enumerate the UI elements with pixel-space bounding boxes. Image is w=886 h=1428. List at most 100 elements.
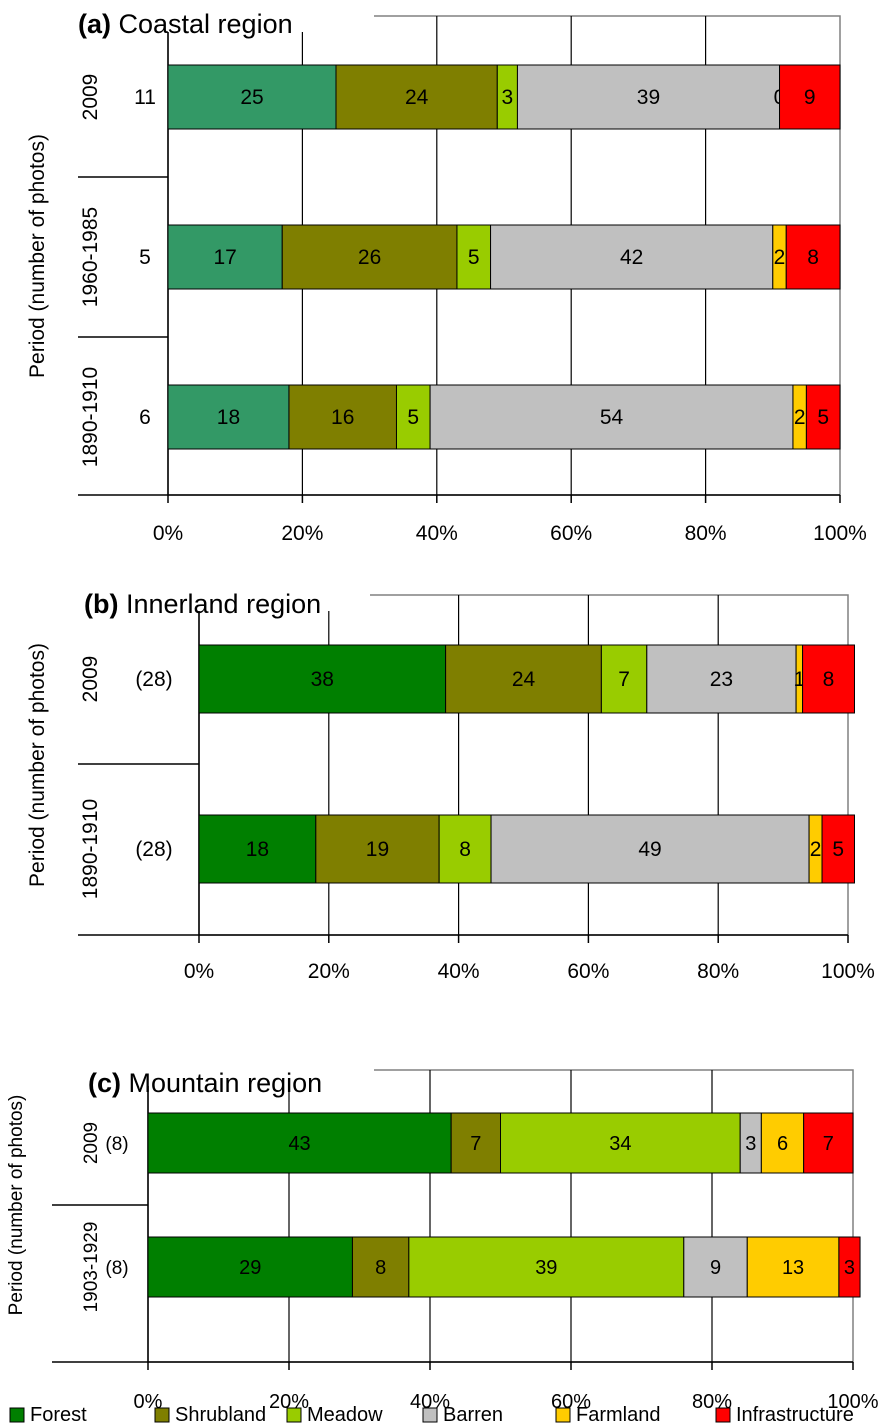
bar-segment xyxy=(147,1112,452,1174)
data-label: 39 xyxy=(535,1257,557,1279)
category-label: 2009 xyxy=(79,656,102,703)
title-mask xyxy=(80,575,370,611)
bar-segment xyxy=(315,814,440,884)
data-label: 49 xyxy=(638,838,661,861)
data-label: 54 xyxy=(600,406,624,429)
data-label: 26 xyxy=(358,246,381,269)
chart-panel-1: 0%20%40%60%80%100%2524339091120091726542… xyxy=(26,0,867,545)
title-mask xyxy=(74,0,374,32)
data-label: 19 xyxy=(366,838,389,861)
data-label: 1 xyxy=(793,668,805,691)
x-tick-label: 40% xyxy=(416,522,458,545)
data-label: 18 xyxy=(246,838,269,861)
data-label: 3 xyxy=(502,86,514,109)
data-label: 25 xyxy=(240,86,263,109)
data-label: 13 xyxy=(782,1257,804,1279)
data-label: 39 xyxy=(637,86,660,109)
y-axis-title: Period (number of photos) xyxy=(6,1095,27,1316)
data-label: 16 xyxy=(331,406,354,429)
bar-segment xyxy=(802,644,855,714)
data-label: 34 xyxy=(609,1133,631,1155)
x-tick-label: 60% xyxy=(567,960,609,983)
photo-count-label: (8) xyxy=(105,1134,128,1155)
bar-segment xyxy=(838,1236,861,1298)
chart-title-prefix: (c) xyxy=(88,1068,121,1098)
data-label: 8 xyxy=(823,668,835,691)
data-label: 2 xyxy=(810,838,822,861)
category-label: 2009 xyxy=(81,1122,102,1164)
bar-segment xyxy=(408,1236,685,1298)
bar-segment xyxy=(167,224,283,290)
bar-segment xyxy=(456,224,492,290)
x-tick-label: 100% xyxy=(813,522,867,545)
bar-segment xyxy=(147,1236,353,1298)
data-label: 5 xyxy=(832,838,844,861)
photo-count-label: 6 xyxy=(139,406,151,429)
data-label: 38 xyxy=(311,668,334,691)
data-label: 2 xyxy=(774,246,786,269)
bar-segment xyxy=(803,1112,854,1174)
data-label: 17 xyxy=(213,246,236,269)
bar-segment xyxy=(785,224,841,290)
bar-segment xyxy=(198,814,317,884)
x-tick-label: 80% xyxy=(685,522,727,545)
category-label: 2009 xyxy=(79,74,102,121)
data-label: 23 xyxy=(710,668,733,691)
data-label: 24 xyxy=(405,86,429,109)
y-axis-title: Period (number of photos) xyxy=(26,134,49,378)
category-label: 1903-1929 xyxy=(81,1222,102,1313)
data-label: 42 xyxy=(620,246,643,269)
bar-segment xyxy=(600,644,648,714)
chart-title: (a) Coastal region xyxy=(78,9,293,39)
bar-segment xyxy=(395,384,431,450)
legend-label: Meadow xyxy=(307,1404,383,1426)
legend-swatch xyxy=(422,1407,438,1423)
x-tick-label: 40% xyxy=(410,1391,450,1413)
chart-title-text: Coastal region xyxy=(111,9,293,39)
bar-segment xyxy=(516,64,781,130)
photo-count-label: (8) xyxy=(105,1258,128,1279)
legend: Forest Shrubland Meadow Barren Farmland Infra… xyxy=(9,1404,854,1426)
category-label: 1960-1985 xyxy=(79,207,102,307)
chart-title: (b) Innerland region xyxy=(84,589,321,619)
legend-label: Infrastructure xyxy=(736,1404,854,1426)
legend-swatch xyxy=(9,1407,25,1423)
data-label: 6 xyxy=(777,1133,788,1155)
data-label: 8 xyxy=(459,838,471,861)
chart-title-text: Mountain region xyxy=(121,1068,322,1098)
category-label: 1890-1910 xyxy=(79,367,102,467)
data-label: 7 xyxy=(823,1133,834,1155)
photo-count-label: 11 xyxy=(134,86,156,109)
x-tick-label: 20% xyxy=(308,960,350,983)
chart-title-prefix: (a) xyxy=(78,9,111,39)
data-label: 5 xyxy=(817,406,829,429)
x-tick-label: 100% xyxy=(821,960,875,983)
bar-segment xyxy=(167,384,290,450)
x-tick-label: 0% xyxy=(153,522,183,545)
bar-segment xyxy=(445,644,602,714)
photo-count-label: (28) xyxy=(135,838,172,861)
data-label: 9 xyxy=(804,86,816,109)
bar-segment xyxy=(438,814,492,884)
x-tick-label: 0% xyxy=(184,960,214,983)
x-tick-label: 80% xyxy=(697,960,739,983)
data-label: 5 xyxy=(407,406,419,429)
bar-segment xyxy=(429,384,794,450)
bar-segment xyxy=(351,1236,410,1298)
chart-title-prefix: (b) xyxy=(84,589,118,619)
chart-title: (c) Mountain region xyxy=(88,1068,322,1098)
data-label: 3 xyxy=(844,1257,855,1279)
x-tick-label: 20% xyxy=(281,522,323,545)
data-label: 5 xyxy=(468,246,480,269)
legend-label: Forest xyxy=(30,1404,87,1426)
data-label: 2 xyxy=(794,406,806,429)
legend-label: Barren xyxy=(443,1404,503,1426)
bar-segment xyxy=(805,384,841,450)
data-label: 43 xyxy=(288,1133,310,1155)
bar-segment xyxy=(288,384,397,450)
bar-segment xyxy=(490,224,774,290)
data-label: 18 xyxy=(217,406,240,429)
data-label: 9 xyxy=(710,1257,721,1279)
